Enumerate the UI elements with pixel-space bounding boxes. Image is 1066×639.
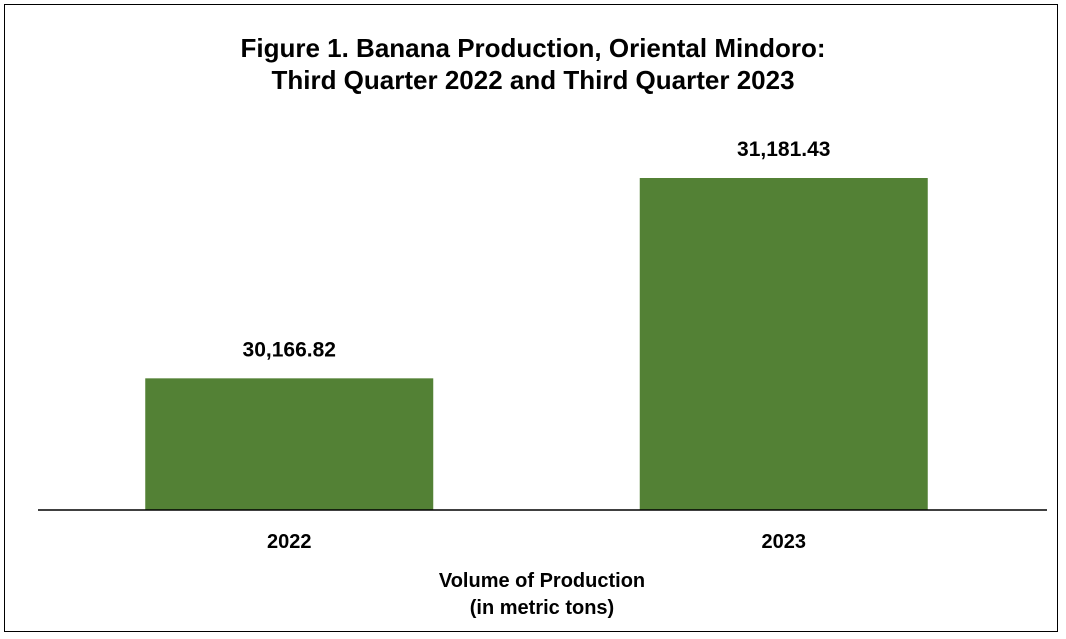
chart-title-line-1: Figure 1. Banana Production, Oriental Mi… [240,33,825,63]
bar-2023 [639,178,928,510]
bars-layer: 30,166.82 31,181.43 [145,138,928,510]
data-label-2022: 30,166.82 [243,338,336,361]
x-axis-title-line-1: Volume of Production [439,570,645,592]
data-label-2023: 31,181.43 [737,138,830,161]
chart-title-line-2: Third Quarter 2022 and Third Quarter 202… [271,65,794,95]
x-tick-label-2022: 2022 [267,531,312,553]
ticks-layer: 2022 2023 [267,531,806,553]
x-tick-label-2023: 2023 [762,531,807,553]
x-axis-title-line-2: (in metric tons) [470,597,614,619]
bar-2022 [145,378,434,510]
